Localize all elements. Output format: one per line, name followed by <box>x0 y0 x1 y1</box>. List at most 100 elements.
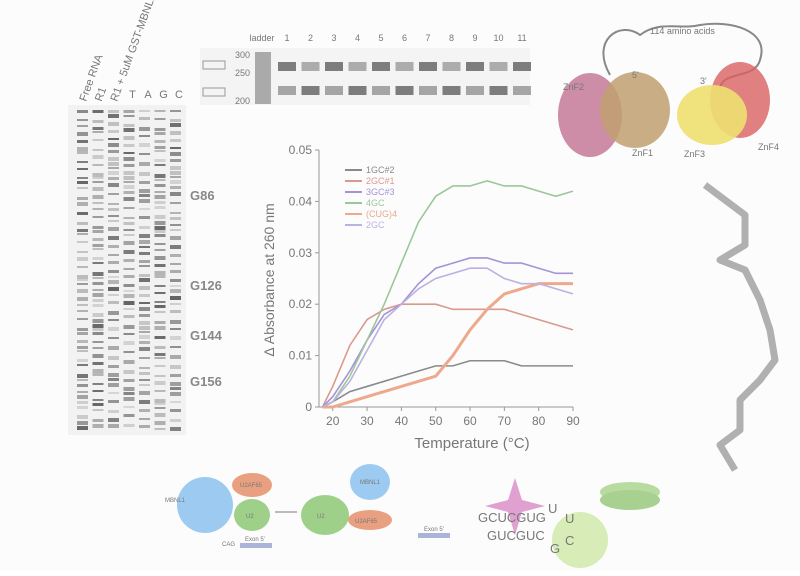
gel-band <box>170 152 181 156</box>
legend-label: 4GC <box>366 198 385 208</box>
gel-band <box>154 365 166 367</box>
x-tick-label: 80 <box>532 414 546 428</box>
gel-band <box>123 301 135 305</box>
gel-band <box>154 346 166 349</box>
diagram-label: U2AF65 <box>240 483 263 489</box>
gel-band <box>77 140 88 143</box>
u2 <box>301 495 349 535</box>
gel-band <box>92 120 104 123</box>
gel-band <box>466 86 484 95</box>
gel-band <box>139 162 150 166</box>
gel-band <box>108 311 119 315</box>
series-line <box>322 282 573 409</box>
lane-number: 11 <box>517 33 526 43</box>
gel-band <box>170 346 181 348</box>
gel-band <box>154 336 166 339</box>
gel-band <box>92 208 104 210</box>
gel-band <box>92 272 104 276</box>
gel-band <box>170 427 181 431</box>
gel-band <box>154 381 166 385</box>
gel-band <box>170 419 181 422</box>
gel-band <box>77 257 88 261</box>
gel-band <box>170 186 181 189</box>
gel-band <box>489 62 508 71</box>
gel-band <box>92 347 104 349</box>
gel-band <box>154 140 166 143</box>
gel-band <box>92 369 104 373</box>
gel-band <box>92 313 104 317</box>
lane-number: 8 <box>449 33 454 43</box>
gel-band <box>77 289 88 293</box>
gel-band <box>108 167 119 169</box>
x-tick-label: 90 <box>566 414 580 428</box>
gel-band <box>92 409 104 411</box>
gel-band <box>170 131 181 135</box>
gel-band <box>123 387 135 391</box>
gel-band <box>92 399 104 401</box>
bond-chain <box>702 182 779 472</box>
gel-band <box>92 173 104 177</box>
diagram-label: U2 <box>317 514 325 520</box>
band-marker: G156 <box>190 374 222 389</box>
gel-band <box>442 86 461 95</box>
gel-band <box>170 147 181 149</box>
gel-band <box>139 234 150 238</box>
gel-band <box>77 346 88 349</box>
gel-band <box>108 294 119 296</box>
band-marker: G126 <box>190 278 222 293</box>
gel-band <box>108 356 119 360</box>
gel-band <box>139 110 150 112</box>
gel-band <box>154 226 166 230</box>
lane-number: 3 <box>331 33 336 43</box>
gel-band <box>154 174 166 178</box>
gel-band <box>123 370 135 374</box>
gel-band <box>77 340 88 343</box>
gel-band <box>170 270 181 273</box>
x-tick-label: 40 <box>395 414 409 428</box>
gel-band <box>108 215 119 217</box>
gel-band <box>77 233 88 235</box>
lane-label: T <box>129 89 136 101</box>
gel-band <box>139 379 150 381</box>
gel-band <box>108 114 119 118</box>
gel-band <box>123 128 135 132</box>
lane-number: 10 <box>493 33 503 43</box>
gel-band <box>154 301 166 303</box>
gel-band <box>92 216 104 218</box>
gel-band <box>154 390 166 392</box>
size-label: 200 <box>235 96 250 106</box>
y-tick-label: 0 <box>305 400 312 414</box>
gel-band <box>108 365 119 368</box>
gel-band <box>108 130 119 133</box>
gel-band <box>92 181 104 183</box>
gel-band <box>92 248 104 250</box>
gel-band <box>92 257 104 260</box>
gel-band <box>92 328 104 331</box>
gel-band <box>154 399 166 403</box>
gel-band <box>77 304 88 306</box>
gel-band <box>154 195 166 199</box>
gel-band <box>154 146 166 149</box>
gel-band <box>92 362 104 365</box>
lane-number: 1 <box>284 33 289 43</box>
y-tick-label: 0.05 <box>289 143 313 157</box>
disc <box>600 490 660 510</box>
gel-band <box>154 249 166 251</box>
gel-band <box>139 335 150 339</box>
domain-label: ZnF1 <box>632 148 653 158</box>
gel-band <box>92 226 104 229</box>
gel-band <box>154 326 166 330</box>
gel-band <box>170 110 181 112</box>
gel-band <box>170 392 181 396</box>
band-marker: G144 <box>190 328 223 343</box>
gel-band <box>123 157 135 161</box>
gel-band <box>123 325 135 329</box>
gel-band <box>139 252 150 255</box>
gel-band <box>123 360 135 364</box>
molecule <box>702 182 779 472</box>
gel-band <box>108 319 119 321</box>
x-tick-label: 20 <box>326 414 340 428</box>
gel-band <box>92 230 104 233</box>
gel-band <box>154 264 166 267</box>
gel-band <box>108 392 119 394</box>
